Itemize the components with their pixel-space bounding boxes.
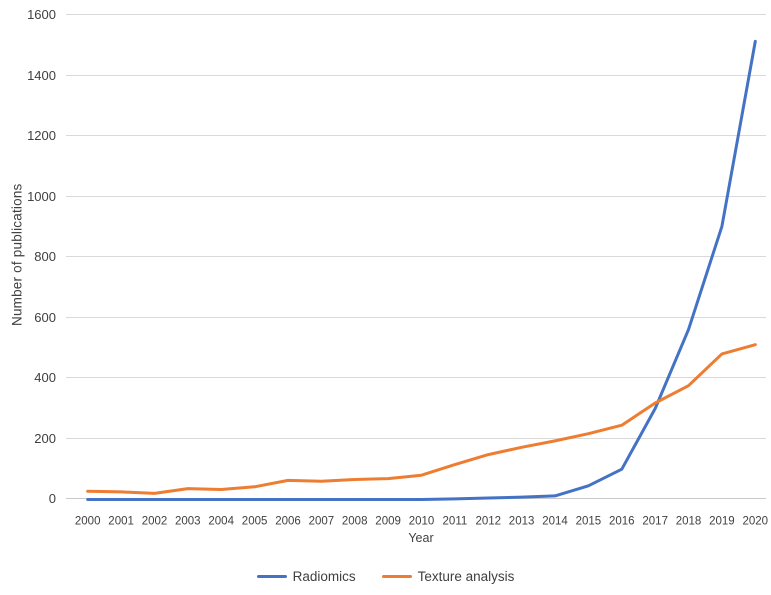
y-tick-label: 200 — [34, 431, 56, 446]
legend-label-radiomics: Radiomics — [292, 568, 356, 584]
texture-analysis-line — [86, 343, 757, 495]
y-tick-label: 800 — [34, 249, 56, 264]
x-tick-label: 2006 — [275, 516, 301, 528]
x-tick-label: 2014 — [542, 516, 568, 528]
x-tick-labels: 2000 2001 2002 2003 2004 2005 2006 2007 2008 2009… — [75, 516, 768, 528]
x-tick-label: 2020 — [743, 516, 769, 528]
x-axis-title: Year — [408, 531, 434, 545]
radiomics-line-swatch — [256, 574, 287, 578]
radiomics-line — [86, 39, 757, 501]
x-tick-label: 2016 — [609, 516, 635, 528]
y-tick-label: 1000 — [27, 189, 56, 204]
chart-legend: Radiomics Texture analysis — [0, 566, 771, 586]
y-tick-label: 0 — [49, 491, 56, 506]
y-tick-label: 400 — [34, 370, 56, 385]
y-tick-labels: 0 200 400 600 800 1000 1200 1400 1600 — [27, 7, 56, 506]
x-tick-label: 2018 — [676, 516, 702, 528]
x-tick-label: 2000 — [75, 516, 101, 528]
y-tick-label: 1200 — [27, 128, 56, 143]
x-tick-label: 2001 — [108, 516, 134, 528]
x-tick-label: 2002 — [142, 516, 168, 528]
x-tick-label: 2005 — [242, 516, 268, 528]
y-tick-label: 1400 — [27, 68, 56, 83]
x-tick-label: 2015 — [576, 516, 602, 528]
legend-item-radiomics: Radiomics — [256, 568, 356, 584]
x-tick-label: 2011 — [443, 516, 468, 528]
texture-analysis-line-swatch — [381, 574, 412, 578]
x-tick-label: 2008 — [342, 516, 368, 528]
y-tick-label: 600 — [34, 310, 56, 325]
x-tick-label: 2009 — [375, 516, 401, 528]
gridlines — [66, 14, 766, 499]
x-tick-label: 2010 — [409, 516, 435, 528]
x-tick-label: 2004 — [208, 516, 234, 528]
x-tick-label: 2017 — [642, 516, 668, 528]
x-tick-label: 2012 — [476, 516, 502, 528]
x-tick-label: 2003 — [175, 516, 201, 528]
x-tick-label: 2019 — [709, 516, 735, 528]
y-axis-title: Number of publications — [9, 183, 25, 327]
legend-label-texture-analysis: Texture analysis — [417, 568, 515, 584]
x-tick-label: 2013 — [509, 516, 535, 528]
y-tick-label: 1600 — [27, 7, 56, 22]
legend-item-texture-analysis: Texture analysis — [381, 568, 515, 584]
x-tick-label: 2007 — [309, 516, 335, 528]
